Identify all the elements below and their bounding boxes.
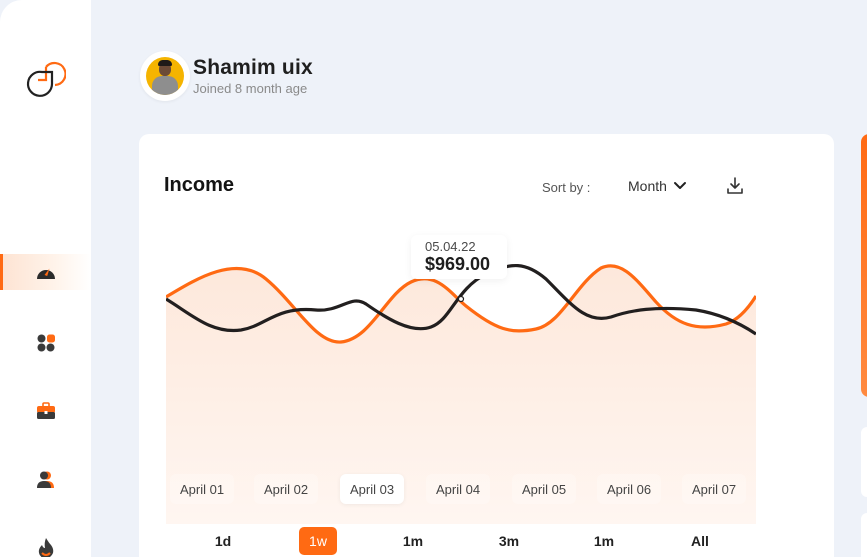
logo-icon <box>26 61 67 97</box>
apps-grid-icon <box>37 334 55 352</box>
right-panel-card <box>861 427 867 497</box>
sort-dropdown[interactable]: Month <box>628 178 687 194</box>
dashboard-gauge-icon <box>36 268 55 279</box>
avatar-photo <box>146 57 184 95</box>
date-tab[interactable]: April 01 <box>170 474 235 504</box>
range-3m-button[interactable]: 3m <box>498 533 520 549</box>
avatar[interactable] <box>140 51 190 101</box>
range-1m-button[interactable]: 1m <box>402 533 424 549</box>
chevron-down-icon <box>673 182 686 189</box>
briefcase-icon <box>36 402 55 419</box>
right-panel-card <box>861 513 867 557</box>
tooltip-value: $969.00 <box>425 254 491 274</box>
user-profile[interactable]: Shamim uix Joined 8 month age <box>140 51 313 101</box>
sidebar <box>0 0 91 557</box>
date-tab[interactable]: April 04 <box>426 474 491 504</box>
date-tab[interactable]: April 02 <box>254 474 319 504</box>
orange-series-line <box>166 264 756 344</box>
fire-icon <box>38 538 53 557</box>
range-selector: 1d 1w 1m 3m 1m All <box>166 527 756 555</box>
range-1d-button[interactable]: 1d <box>214 533 232 549</box>
income-line-chart[interactable] <box>166 234 756 524</box>
sidebar-item-briefcase[interactable] <box>0 393 91 429</box>
right-panel-orange-card <box>861 134 867 397</box>
sidebar-item-fire[interactable] <box>0 530 91 557</box>
sidebar-item-dashboard[interactable] <box>0 254 91 290</box>
dark-series-line <box>166 263 756 336</box>
profile-name: Shamim uix <box>193 56 313 79</box>
download-icon <box>727 177 743 194</box>
range-1m-button-2[interactable]: 1m <box>593 533 615 549</box>
date-tab[interactable]: April 07 <box>682 474 747 504</box>
income-card: Income Sort by : Month 05.04.22 $969.00 … <box>139 134 834 557</box>
card-title: Income <box>164 174 235 196</box>
date-axis: April 01 April 02 April 03 April 04 Apri… <box>166 474 756 504</box>
range-1w-button[interactable]: 1w <box>299 527 337 555</box>
sort-value: Month <box>628 178 667 194</box>
date-tab[interactable]: April 05 <box>512 474 577 504</box>
sort-label: Sort by : <box>542 180 591 195</box>
sidebar-item-apps[interactable] <box>0 325 91 361</box>
date-tab[interactable]: April 06 <box>597 474 662 504</box>
profile-joined: Joined 8 month age <box>193 81 308 96</box>
sidebar-item-users[interactable] <box>0 462 91 498</box>
users-icon <box>36 471 54 488</box>
chart-tooltip: 05.04.22 $969.00 <box>411 235 507 279</box>
range-all-button[interactable]: All <box>691 533 709 549</box>
tooltip-date: 05.04.22 <box>425 239 476 254</box>
brand-logo[interactable] <box>24 54 67 100</box>
download-button[interactable] <box>725 176 745 196</box>
highlight-point <box>457 295 465 303</box>
date-tab-active[interactable]: April 03 <box>340 474 405 504</box>
